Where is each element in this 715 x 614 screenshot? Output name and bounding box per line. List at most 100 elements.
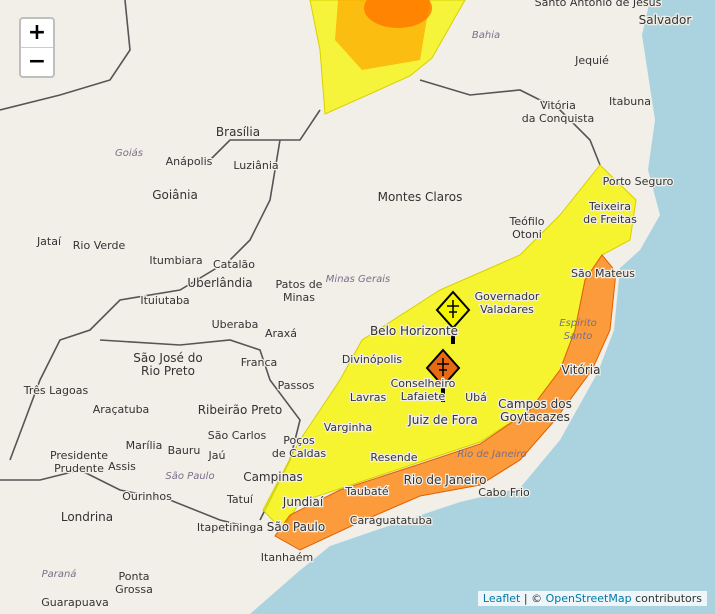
place-label: Itanhaém: [261, 551, 313, 564]
place-label: Itapetininga: [197, 521, 263, 534]
place-label-line: Bahia: [472, 30, 500, 41]
place-label: Catalão: [213, 258, 255, 271]
warning-marker: [425, 348, 461, 402]
place-label: Londrina: [61, 510, 113, 524]
place-label-line: Paraná: [42, 568, 77, 580]
attribution-text: contributors: [635, 592, 702, 605]
place-label-line: São José do: [133, 351, 202, 365]
place-label: Assis: [108, 460, 136, 473]
place-label: São Paulo: [267, 520, 325, 534]
place-label: Salvador: [639, 13, 692, 27]
place-label: Caraguatatuba: [350, 514, 432, 527]
place-label: Campinas: [243, 470, 303, 484]
place-label: Bahia: [472, 30, 500, 41]
place-label-line: Juiz de Fora: [407, 413, 478, 427]
place-label: Teixeira de Freitas: [583, 200, 637, 226]
place-label: Goiânia: [152, 188, 198, 202]
place-label: Vitória: [562, 363, 601, 377]
place-label-line: Jequié: [574, 54, 609, 67]
place-label-line: Ourinhos: [122, 490, 172, 503]
place-label: Vitória da Conquista: [522, 99, 594, 125]
place-label: Jaú: [208, 449, 226, 462]
place-label: Goiás: [115, 147, 143, 159]
place-label: Itabuna: [609, 95, 651, 108]
place-label-line: Rio Preto: [141, 364, 195, 378]
place-label: Uberlândia: [187, 276, 252, 290]
place-label-line: Tatuí: [226, 493, 254, 506]
place-label-line: Itapetininga: [197, 521, 263, 534]
place-label: São Paulo: [165, 471, 214, 482]
place-label: Espírito Santo: [559, 317, 597, 342]
place-label-line: Resende: [370, 451, 417, 464]
alert-orange: [274, 254, 617, 551]
place-label: Itumbiara: [149, 254, 202, 267]
place-label: Taubaté: [344, 485, 389, 498]
place-label-line: Ubá: [465, 391, 487, 404]
place-label-line: Vitória: [562, 363, 601, 377]
place-label-line: Anápolis: [166, 155, 213, 168]
place-label-line: Otoni: [512, 228, 542, 241]
attribution: Leaflet | © OpenStreetMap contributors: [477, 591, 707, 606]
place-label-line: Varginha: [324, 421, 372, 434]
place-label-line: Ribeirão Preto: [198, 403, 283, 417]
place-label: Minas Gerais: [326, 274, 390, 285]
place-label-line: Luziânia: [233, 159, 278, 172]
zoom-control: + −: [19, 17, 55, 78]
place-label-line: Cabo Frio: [478, 486, 530, 499]
place-label-line: São Mateus: [571, 267, 635, 280]
place-label-line: Santo Antônio de Jesus: [535, 0, 662, 9]
place-label-line: Ituiutaba: [140, 294, 189, 307]
place-label-line: Minas: [283, 291, 315, 304]
place-label-line: Rio de Janeiro: [404, 473, 487, 487]
place-label: Rio Verde: [73, 239, 126, 252]
place-label-line: Espírito: [559, 317, 597, 329]
place-label: São Mateus: [571, 267, 635, 280]
place-label: Montes Claros: [378, 190, 463, 204]
place-label-line: Santo: [564, 331, 593, 342]
place-label: Resende: [370, 451, 417, 464]
ocean: [250, 0, 715, 614]
place-label-line: Lavras: [350, 391, 387, 404]
place-label-line: Araxá: [265, 327, 297, 340]
place-label-line: Goytacazes: [500, 410, 570, 424]
zoom-in-button[interactable]: +: [21, 19, 53, 48]
warning-marker: [435, 290, 471, 344]
place-label-line: Belo Horizonte: [370, 324, 458, 338]
place-label-line: Jataí: [36, 235, 62, 248]
place-label-line: Itabuna: [609, 95, 651, 108]
place-label: Paraná: [42, 568, 77, 580]
place-label-line: Conselheiro: [391, 377, 456, 390]
place-label-line: Araçatuba: [93, 403, 150, 416]
leaflet-link[interactable]: Leaflet: [482, 592, 521, 605]
place-label-line: Teixeira: [588, 200, 631, 213]
place-label: Passos: [278, 379, 315, 392]
place-label-line: Uberlândia: [187, 276, 252, 290]
place-label: Varginha: [324, 421, 372, 434]
place-label: Uberaba: [212, 318, 259, 331]
place-label-line: São Carlos: [208, 429, 267, 442]
place-label-line: Caraguatatuba: [350, 514, 432, 527]
place-label-line: Montes Claros: [378, 190, 463, 204]
copyright: ©: [531, 592, 543, 605]
place-label-line: Catalão: [213, 258, 255, 271]
place-label-line: Jaú: [208, 449, 226, 462]
place-label-line: de Caldas: [272, 447, 326, 460]
osm-link[interactable]: OpenStreetMap: [545, 592, 632, 605]
place-label: Conselheiro Lafaiete: [391, 377, 456, 403]
place-label: São Carlos: [208, 429, 267, 442]
place-label: Anápolis: [166, 155, 213, 168]
place-label-line: Lafaiete: [401, 390, 446, 403]
place-label: Ourinhos: [122, 490, 172, 503]
place-label: Tatuí: [226, 493, 254, 506]
zoom-out-button[interactable]: −: [27, 49, 47, 74]
place-label: Três Lagoas: [23, 384, 89, 397]
place-label: Juiz de Fora: [407, 413, 478, 427]
place-label-line: Itumbiara: [149, 254, 202, 267]
place-label-line: Jundiaí: [282, 495, 324, 509]
place-label: Ribeirão Preto: [198, 403, 283, 417]
place-label-line: Guarapuava: [41, 596, 108, 609]
place-label: Presidente Prudente: [50, 449, 108, 475]
place-label: São José do Rio Preto: [133, 351, 202, 378]
place-label-line: Rio Verde: [73, 239, 126, 252]
